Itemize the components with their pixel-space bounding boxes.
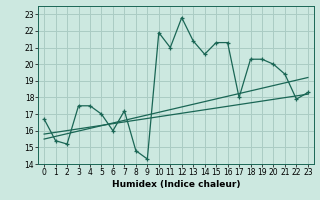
X-axis label: Humidex (Indice chaleur): Humidex (Indice chaleur) (112, 180, 240, 189)
